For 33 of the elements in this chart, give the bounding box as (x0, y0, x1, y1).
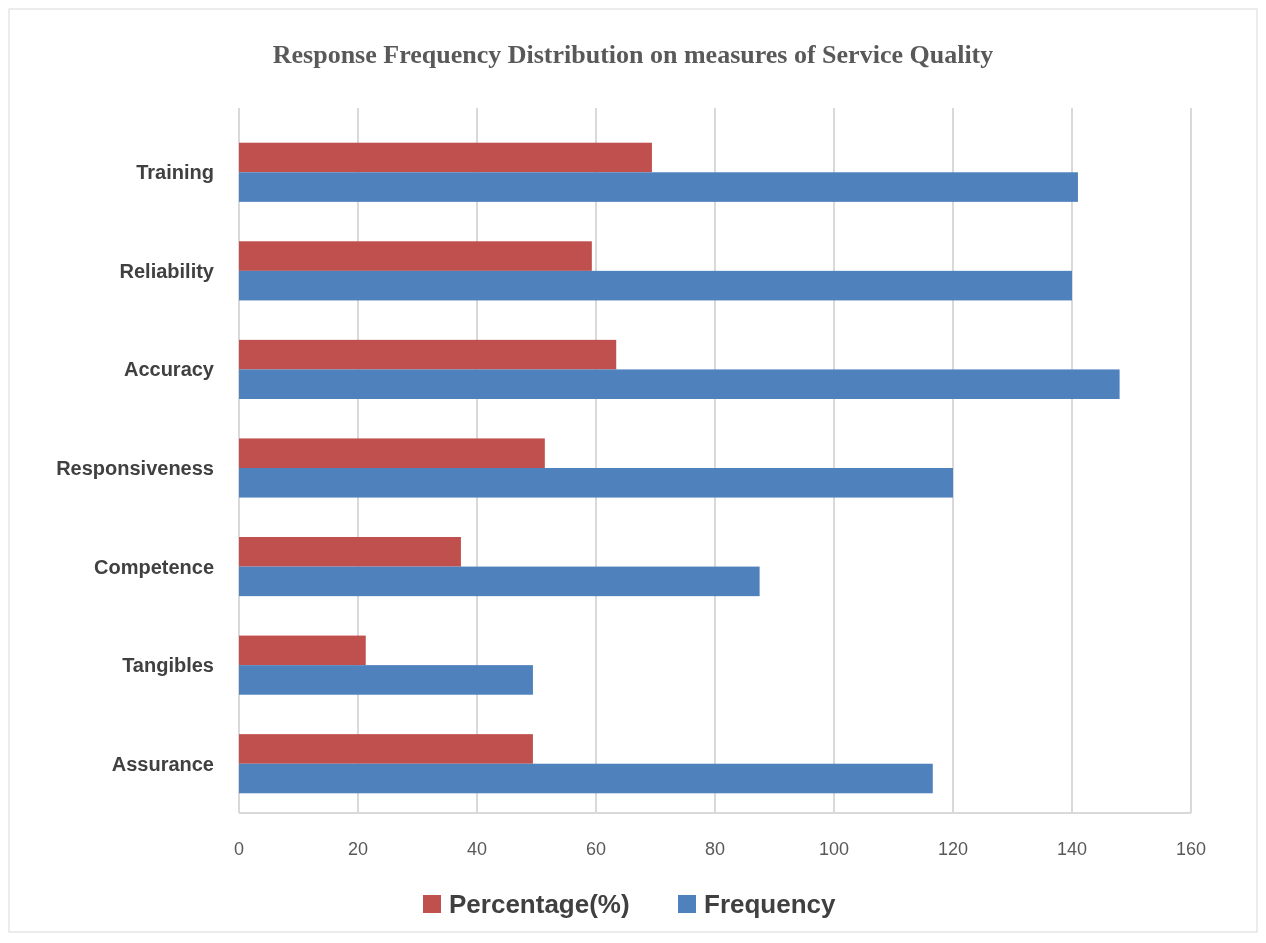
y-tick-label: Accuracy (123, 358, 215, 381)
bar (239, 369, 1120, 399)
bar (239, 468, 953, 498)
y-tick-label: Competence (93, 555, 214, 578)
x-tick-label: 80 (704, 839, 726, 859)
y-tick-label: Reliability (119, 259, 215, 282)
bar (239, 339, 617, 370)
y-tick-label: Tangibles (122, 654, 214, 677)
y-tick-label: Responsiveness (56, 457, 214, 479)
chart-title: Response Frequency Distribution on measures of Service Quality (272, 40, 994, 69)
bar (239, 270, 1072, 301)
x-tick-label: 140 (1056, 839, 1088, 859)
bar (239, 763, 933, 794)
bar (239, 665, 533, 695)
bar (239, 172, 1078, 202)
x-tick-label: 20 (347, 839, 369, 859)
x-tick-label: 40 (466, 839, 488, 859)
legend-label: Frequency (704, 889, 837, 919)
bar (239, 734, 533, 764)
bar (239, 566, 760, 597)
x-tick-label: 0 (233, 839, 245, 859)
bar (239, 241, 592, 271)
y-tick-label: Training (136, 161, 214, 184)
x-tick-label: 120 (937, 839, 969, 859)
legend-label: Percentage(%) (449, 889, 630, 919)
bar (239, 438, 545, 468)
x-tick-label: 60 (585, 839, 607, 859)
bar (239, 142, 652, 173)
x-tick-label: 100 (818, 839, 850, 859)
bar (239, 537, 461, 567)
bar (239, 635, 366, 666)
y-tick-label: Assurance (111, 752, 214, 775)
x-tick-label: 160 (1175, 839, 1207, 859)
